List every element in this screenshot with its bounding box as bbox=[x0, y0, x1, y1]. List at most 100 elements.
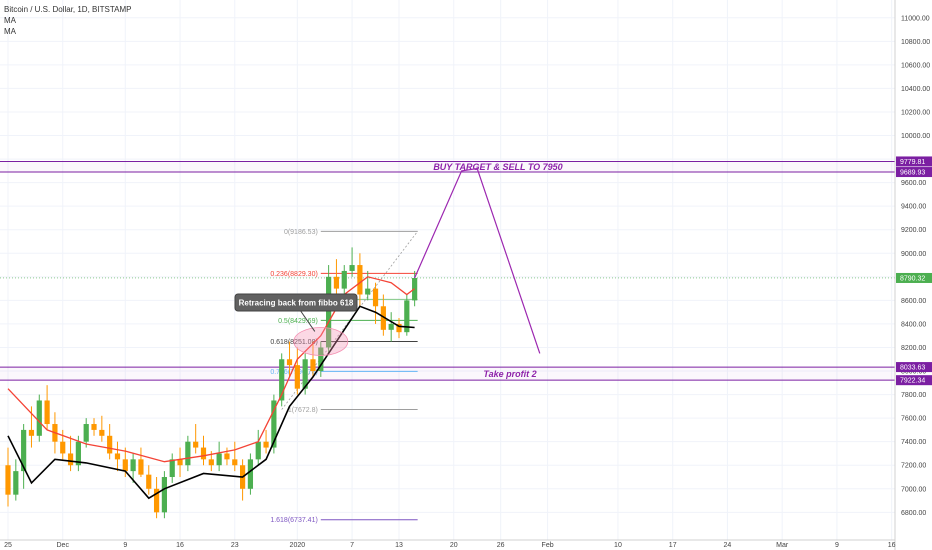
candle-up bbox=[83, 418, 89, 448]
time-tick-label: 13 bbox=[395, 542, 403, 549]
candle-up bbox=[404, 294, 410, 336]
time-tick-label: 17 bbox=[669, 542, 677, 549]
candle-body bbox=[138, 459, 144, 475]
projection-line bbox=[414, 167, 541, 354]
price-tick-label: 8200.00 bbox=[901, 345, 926, 352]
time-tick-label: Mar bbox=[776, 542, 789, 549]
price-tick-label: 10400.00 bbox=[901, 86, 930, 93]
candle-body bbox=[169, 459, 175, 478]
candle-down bbox=[138, 447, 144, 478]
candle-body bbox=[279, 359, 285, 401]
candle-body bbox=[83, 424, 89, 442]
candle-body bbox=[341, 270, 347, 289]
candle-up bbox=[365, 270, 371, 301]
candle-body bbox=[21, 429, 27, 472]
candle-up bbox=[130, 453, 136, 483]
candle-down bbox=[357, 253, 363, 307]
highlight-ellipse[interactable] bbox=[293, 327, 349, 356]
candle-body bbox=[114, 453, 121, 460]
fib-level-label: 0.236(8829.30) bbox=[270, 271, 317, 278]
candle-down bbox=[286, 341, 293, 377]
candle-body bbox=[161, 477, 167, 513]
candle-body bbox=[294, 365, 300, 389]
candle-down bbox=[380, 294, 386, 336]
candle-up bbox=[169, 453, 175, 483]
zone-price-tag bbox=[896, 362, 932, 373]
candle-down bbox=[99, 415, 105, 442]
candle-body bbox=[44, 400, 50, 425]
symbol-title[interactable]: Bitcoin / U.S. Dollar, 1D, BITSTAMP bbox=[4, 5, 132, 14]
ma-legend-1[interactable]: MA bbox=[4, 16, 16, 25]
candle-down bbox=[60, 429, 66, 460]
current-price-tag bbox=[896, 272, 932, 283]
candle-down bbox=[294, 347, 300, 395]
candle-down bbox=[153, 477, 160, 519]
candle-body bbox=[255, 441, 261, 460]
candle-body bbox=[372, 288, 379, 307]
ma-legend-2[interactable]: MA bbox=[4, 27, 16, 36]
zone-price-label: 9779.81 bbox=[900, 159, 925, 166]
annotation-layer[interactable]: Retracing back from fibbo 618 bbox=[234, 293, 358, 356]
candle-up bbox=[185, 435, 191, 472]
candle-up bbox=[388, 312, 394, 342]
candle-down bbox=[372, 282, 379, 324]
candle-down bbox=[146, 465, 152, 495]
price-tick-label: 10200.00 bbox=[901, 109, 930, 116]
candle-down bbox=[396, 318, 402, 339]
candle-up bbox=[412, 270, 418, 307]
price-tick-label: 10600.00 bbox=[901, 62, 930, 69]
moving-averages bbox=[7, 276, 415, 500]
candle-body bbox=[130, 459, 136, 472]
candle-up bbox=[216, 441, 222, 472]
zone-fill bbox=[0, 367, 895, 381]
price-zone: BUY TARGET & SELL TO 7950 bbox=[0, 160, 895, 173]
callout-text: Retracing back from fibbo 618 bbox=[239, 299, 354, 308]
candle-down bbox=[200, 435, 207, 466]
price-tick-label: 10800.00 bbox=[901, 39, 930, 46]
projection-path[interactable] bbox=[414, 167, 541, 354]
candle-body bbox=[404, 300, 410, 333]
candle-down bbox=[114, 441, 121, 472]
candle-down bbox=[333, 259, 340, 295]
candle-body bbox=[333, 276, 340, 289]
candlestick-series bbox=[5, 247, 418, 519]
candle-body bbox=[271, 400, 277, 448]
price-zone: Take profit 2 bbox=[0, 366, 895, 381]
fib-level-label: 0.786(7996.78) bbox=[270, 369, 317, 376]
zone-fill bbox=[0, 161, 895, 173]
time-tick-label: 16 bbox=[888, 542, 896, 549]
price-tick-label: 7600.00 bbox=[901, 416, 926, 423]
zone-label: Take profit 2 bbox=[483, 369, 536, 379]
time-tick-label: 23 bbox=[231, 542, 239, 549]
time-axis[interactable]: 25Dec9162320207132026Feb101724Mar91623 bbox=[0, 539, 932, 549]
candle-body bbox=[153, 488, 160, 513]
candle-body bbox=[193, 441, 199, 448]
candle-down bbox=[193, 424, 199, 454]
candle-up bbox=[255, 429, 261, 466]
candle-up bbox=[279, 353, 285, 407]
price-zones: BUY TARGET & SELL TO 7950 Take profit 2 bbox=[0, 160, 895, 381]
callout-pointer bbox=[299, 309, 316, 332]
candle-body bbox=[75, 441, 81, 466]
zone-label: BUY TARGET & SELL TO 7950 bbox=[433, 162, 562, 172]
candle-body bbox=[67, 453, 74, 466]
candle-down bbox=[91, 418, 97, 436]
candle-body bbox=[99, 429, 105, 436]
zone-price-tag bbox=[896, 156, 932, 167]
candle-body bbox=[13, 471, 19, 495]
price-axis[interactable]: 6800.00 7000.00 7200.00 7400.00 7600.00 7800.… bbox=[894, 0, 932, 550]
time-tick-label: 9 bbox=[835, 542, 839, 549]
candle-body bbox=[357, 265, 363, 295]
callout-box[interactable] bbox=[234, 293, 358, 312]
candle-down bbox=[310, 341, 316, 377]
candle-body bbox=[365, 288, 371, 295]
price-tick-label: 9600.00 bbox=[901, 180, 926, 187]
candle-down bbox=[177, 447, 183, 478]
candle-body bbox=[200, 447, 207, 460]
time-tick-label: 24 bbox=[724, 542, 732, 549]
candle-body bbox=[224, 453, 230, 460]
time-tick-label: Dec bbox=[57, 542, 70, 549]
price-tick-label: 11000.00 bbox=[901, 15, 930, 22]
candle-down bbox=[224, 447, 230, 466]
